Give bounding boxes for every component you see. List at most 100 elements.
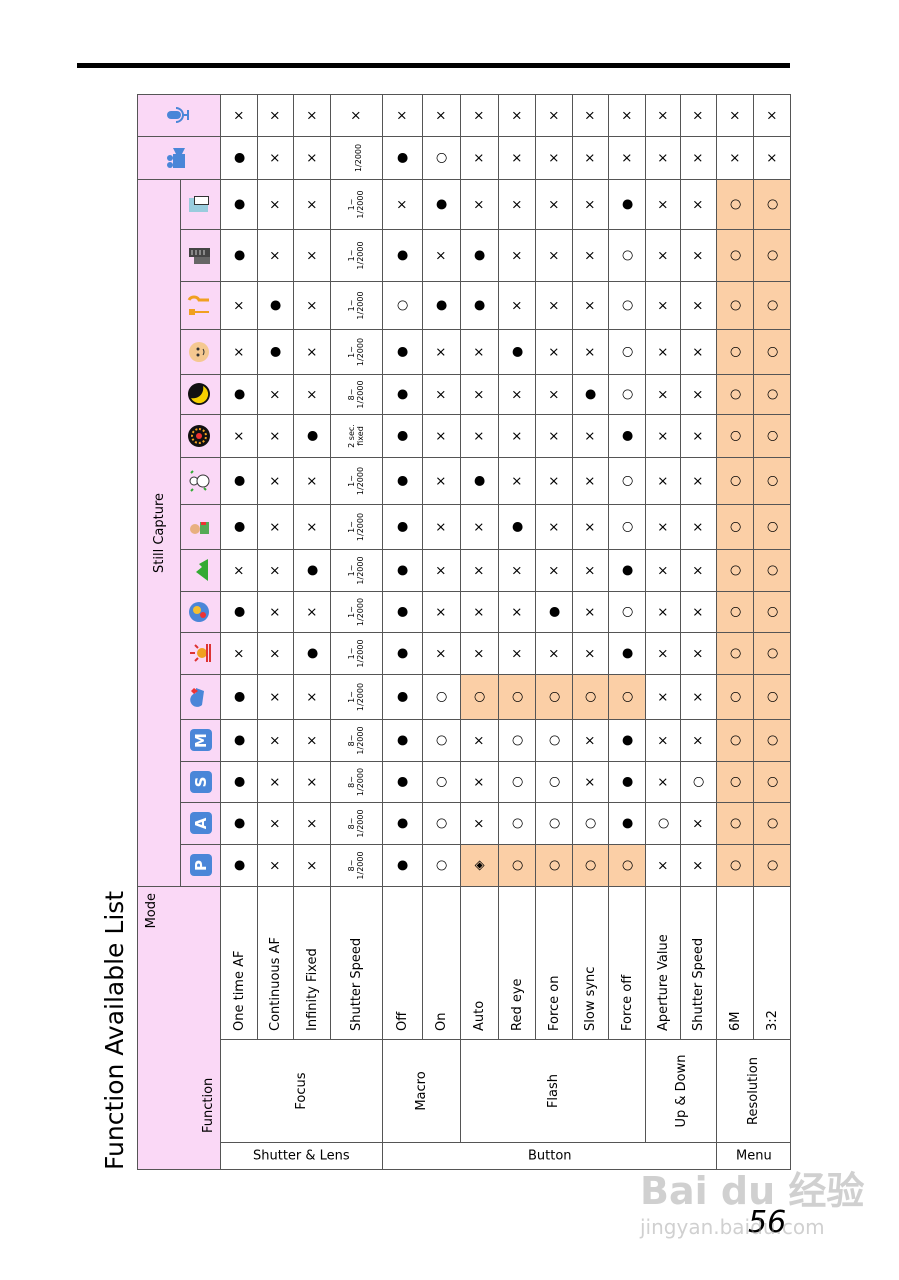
value-cell: ×: [382, 179, 423, 230]
value-cell: ×: [220, 94, 258, 137]
value-cell: ●: [293, 414, 331, 458]
value-cell: ×: [257, 94, 294, 137]
value-cell: ×: [220, 414, 258, 458]
value-cell: ○: [608, 457, 646, 505]
value-cell: ×: [680, 94, 717, 137]
value-cell: ×: [498, 374, 536, 415]
value-cell: 2 sec. fixed: [330, 414, 383, 458]
value-cell: ×: [535, 549, 573, 592]
value-cell: ○: [535, 719, 573, 762]
value-cell: ×: [572, 591, 609, 633]
value-cell: ×: [680, 591, 717, 633]
value-cell: ×: [460, 632, 499, 675]
value-cell: ×: [680, 329, 717, 375]
section-label: Flash: [460, 1039, 646, 1143]
value-cell: ×: [645, 844, 681, 887]
value-cell: ×: [572, 281, 609, 330]
value-cell: ×: [680, 136, 717, 180]
value-cell: ●: [608, 761, 646, 803]
value-cell: ●: [220, 719, 258, 762]
value-cell: ●: [382, 329, 423, 375]
value-cell: 1~ 1/2000: [330, 281, 383, 330]
value-cell: 1~ 1/2000: [330, 457, 383, 505]
value-cell: 1~ 1/2000: [330, 591, 383, 633]
value-cell: ×: [535, 136, 573, 180]
value-cell: ×: [535, 281, 573, 330]
value-cell: ○: [753, 632, 791, 675]
value-cell: ●: [220, 844, 258, 887]
value-cell: ×: [680, 549, 717, 592]
value-cell: ○: [753, 802, 791, 845]
value-cell: ○: [572, 802, 609, 845]
value-cell: ×: [382, 94, 423, 137]
value-cell: ×: [422, 229, 461, 282]
movie-mode-icon: [137, 136, 221, 180]
value-cell: ×: [330, 94, 383, 137]
value-cell: ×: [257, 802, 294, 845]
value-cell: ×: [293, 94, 331, 137]
value-cell: ●: [460, 457, 499, 505]
value-cell: ○: [498, 719, 536, 762]
mode-icon: S: [189, 770, 212, 793]
shutter-speed: 1~ 1/2000: [347, 190, 365, 219]
value-cell: ●: [382, 549, 423, 592]
value-cell: ○: [608, 329, 646, 375]
value-cell: ○: [716, 414, 754, 458]
value-cell: ×: [572, 719, 609, 762]
section-label: Macro: [382, 1039, 461, 1143]
value-cell: ◈: [460, 844, 499, 887]
value-cell: ○: [608, 229, 646, 282]
value-cell: ×: [645, 719, 681, 762]
value-cell: ×: [257, 179, 294, 230]
value-cell: ×: [753, 94, 791, 137]
value-cell: 1/2000: [330, 136, 383, 180]
value-cell: ×: [535, 229, 573, 282]
value-cell: ×: [716, 94, 754, 137]
value-cell: ○: [716, 374, 754, 415]
function-row: Continuous AF × × × × × × × × × × × × ● ● × × × ×: [257, 94, 294, 1169]
value-cell: ●: [460, 229, 499, 282]
mode-icon-cell: S: [180, 761, 221, 803]
value-cell: ○: [608, 281, 646, 330]
scene-icon: [180, 549, 221, 592]
scene-icon: [180, 504, 221, 550]
value-cell: 1~ 1/2000: [330, 632, 383, 675]
value-cell: ●: [498, 504, 536, 550]
shutter-speed: 1~ 1/2000: [347, 291, 365, 320]
value-cell: ×: [257, 549, 294, 592]
value-cell: ○: [645, 802, 681, 845]
function-row: Menu Resolution 6M ○ ○ ○ ○ ○ ○ ○ ○ ○ ○ ○ ○ ○ ○ ○ ○ × ×: [716, 94, 791, 1170]
value-cell: ●: [220, 374, 258, 415]
value-cell: ×: [535, 457, 573, 505]
value-cell: ×: [257, 674, 294, 720]
function-table: Mode Function Still Capture P A S M Shutter & L…: [137, 94, 791, 1170]
value-cell: ○: [460, 674, 499, 720]
value-cell: 1~ 1/2000: [330, 229, 383, 282]
value-cell: ×: [572, 329, 609, 375]
function-row: Force off ○ ● ● ● ○ ● ○ ● ○ ○ ● ○ ○ ○ ○ ● × ×: [608, 94, 646, 1169]
value-cell: ×: [680, 179, 717, 230]
value-cell: ×: [535, 414, 573, 458]
value-cell: ○: [716, 281, 754, 330]
function-row: Up & Down Aperture Value × ○ × × × × × × × × × × × × × × ×…: [645, 94, 717, 1169]
value-cell: ×: [680, 374, 717, 415]
value-cell: ×: [645, 374, 681, 415]
value-cell: ×: [257, 457, 294, 505]
function-label: Shutter Speed: [330, 886, 383, 1040]
value-cell: ○: [753, 179, 791, 230]
value-cell: ×: [422, 457, 461, 505]
shutter-speed: 8~ 1/2000: [347, 726, 365, 755]
value-cell: ×: [422, 374, 461, 415]
value-cell: ×: [680, 281, 717, 330]
page-title: Function Available List: [100, 890, 129, 1170]
value-cell: ●: [460, 281, 499, 330]
value-cell: ×: [608, 136, 646, 180]
value-cell: ○: [608, 504, 646, 550]
value-cell: ●: [608, 414, 646, 458]
mode-icon: A: [189, 812, 212, 835]
value-cell: ●: [382, 802, 423, 845]
value-cell: ●: [382, 414, 423, 458]
value-cell: ●: [293, 549, 331, 592]
value-cell: ○: [680, 761, 717, 803]
value-cell: ×: [680, 229, 717, 282]
